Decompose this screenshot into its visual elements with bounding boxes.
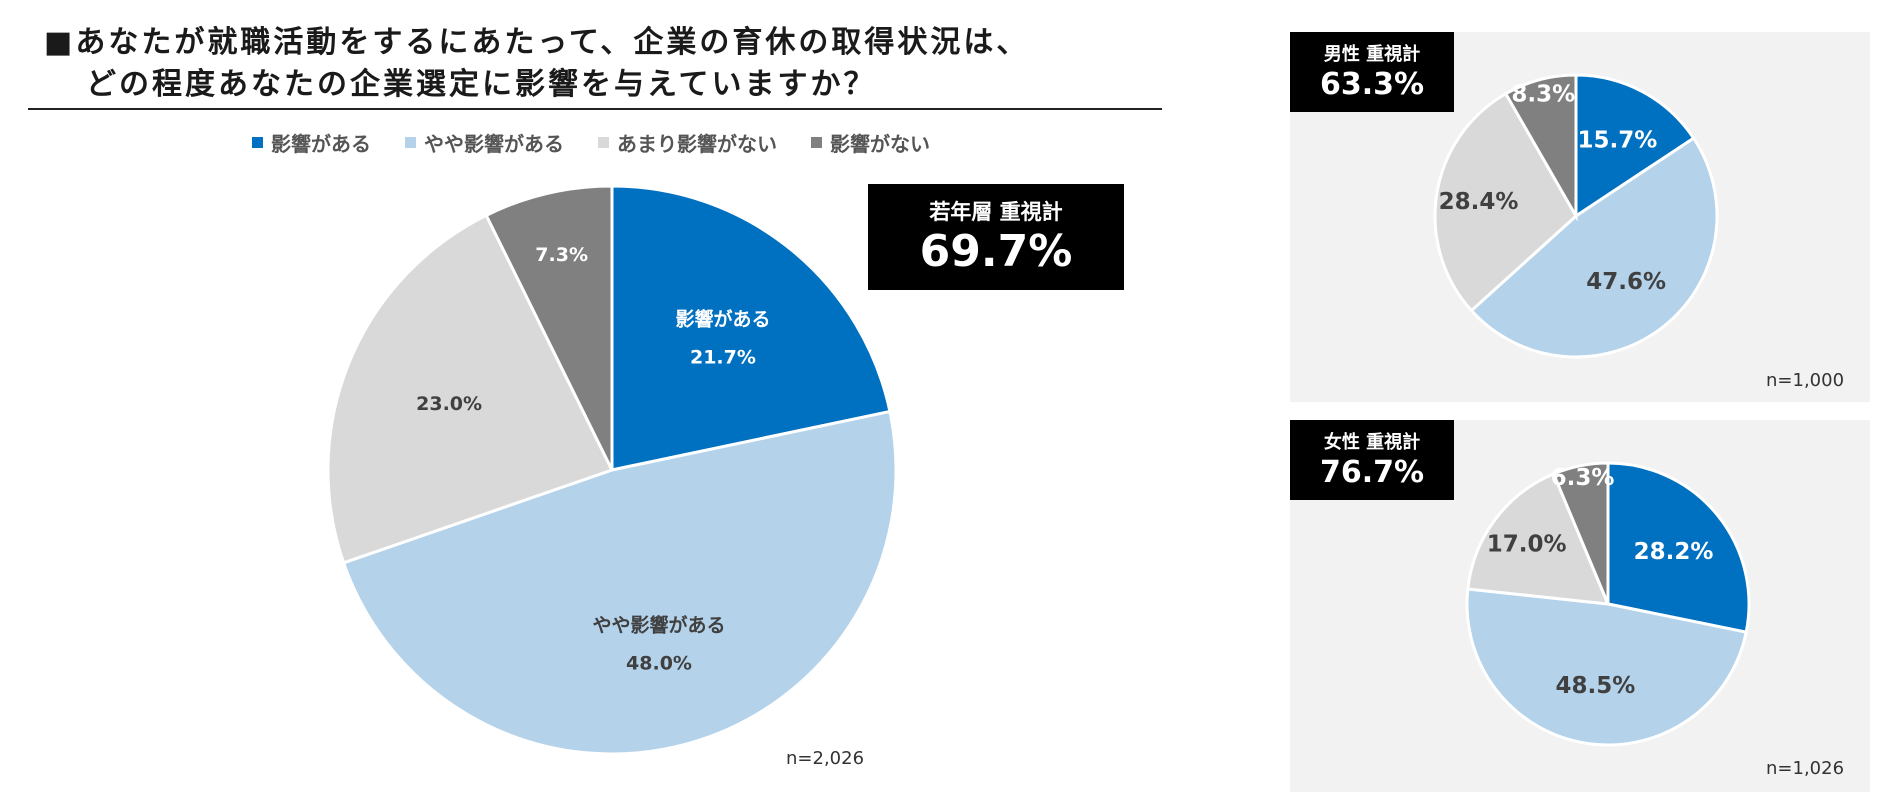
legend-item-some-influence: やや影響がある [405, 128, 564, 157]
youth-pie-slice-influence [610, 184, 892, 472]
title-line-2: どの程度あなたの企業選定に影響を与えていますか？ [86, 67, 877, 102]
male-summary-label: 男性 重視計 [1323, 44, 1421, 65]
legend-swatch-no-influence [811, 137, 822, 148]
female-summary-value: 76.7% [1319, 455, 1425, 490]
legend-item-no-influence: 影響がない [811, 128, 930, 157]
legend: 影響がある やや影響がある あまり影響がない 影響がない [252, 128, 930, 157]
male-sample-size: n=1,000 [1766, 370, 1845, 391]
legend-label-influence: 影響がある [271, 132, 371, 156]
female-slice-value-little-influence: 17.0% [1487, 532, 1567, 558]
female-summary-label: 女性 重視計 [1323, 432, 1421, 453]
legend-label-no-influence: 影響がない [830, 132, 930, 156]
youth-summary-label: 若年層 重視計 [929, 200, 1063, 224]
legend-swatch-little-influence [598, 137, 609, 148]
chart-title: ■あなたが就職活動をするにあたって、企業の育休の取得状況は、 どの程度あなたの企… [44, 22, 1174, 106]
youth-slice-value-some-influence: 48.0% [626, 653, 692, 675]
youth-slice-value-little-influence: 23.0% [416, 393, 482, 415]
youth-slice-value-influence: 21.7% [690, 346, 756, 368]
female-pie-slice-some-influence [1465, 587, 1748, 747]
youth-pie-slice-no-influence [484, 184, 614, 471]
male-pie-slice-some-influence [1469, 136, 1719, 359]
legend-swatch-influence [252, 137, 263, 148]
female-slice-value-some-influence: 48.5% [1556, 673, 1636, 699]
male-slice-value-some-influence: 47.6% [1586, 269, 1666, 295]
female-sample-size: n=1,026 [1766, 758, 1845, 779]
female-pie-slice-little-influence [1466, 471, 1611, 606]
title-underline [28, 108, 1162, 110]
male-pie-slice-no-influence [1503, 73, 1578, 222]
female-slice-value-influence: 28.2% [1634, 539, 1714, 565]
legend-label-little-influence: あまり影響がない [617, 132, 777, 156]
legend-swatch-some-influence [405, 137, 416, 148]
youth-slice-name-some-influence: やや影響がある [592, 614, 725, 637]
youth-sample-size: n=2,026 [786, 748, 865, 769]
legend-label-some-influence: やや影響がある [424, 132, 564, 156]
male-slice-value-no-influence: 8.3% [1511, 82, 1575, 108]
legend-item-little-influence: あまり影響がない [598, 128, 777, 157]
male-summary-value: 63.3% [1319, 67, 1425, 102]
legend-item-influence: 影響がある [252, 128, 371, 157]
female-summary-badge: 女性 重視計 76.7% [1290, 420, 1454, 500]
youth-summary-badge: 若年層 重視計 69.7% [868, 184, 1124, 290]
female-pie-slice-influence [1606, 461, 1751, 634]
youth-summary-value: 69.7% [919, 226, 1073, 277]
male-summary-badge: 男性 重視計 63.3% [1290, 32, 1454, 112]
youth-pie-slice-some-influence [341, 409, 898, 756]
male-slice-value-influence: 15.7% [1577, 127, 1657, 153]
youth-pie-slice-little-influence [326, 213, 615, 565]
youth-slice-value-no-influence: 7.3% [535, 244, 588, 266]
youth-slice-name-influence: 影響がある [675, 307, 770, 330]
male-pie-slice-little-influence [1433, 91, 1578, 313]
female-slice-value-no-influence: 6.3% [1551, 465, 1615, 491]
female-pie-slice-no-influence [1551, 461, 1610, 605]
male-slice-value-little-influence: 28.4% [1439, 189, 1519, 215]
male-pie-slice-influence [1574, 73, 1696, 219]
title-line-1: ■あなたが就職活動をするにあたって、企業の育休の取得状況は、 [44, 25, 1030, 60]
